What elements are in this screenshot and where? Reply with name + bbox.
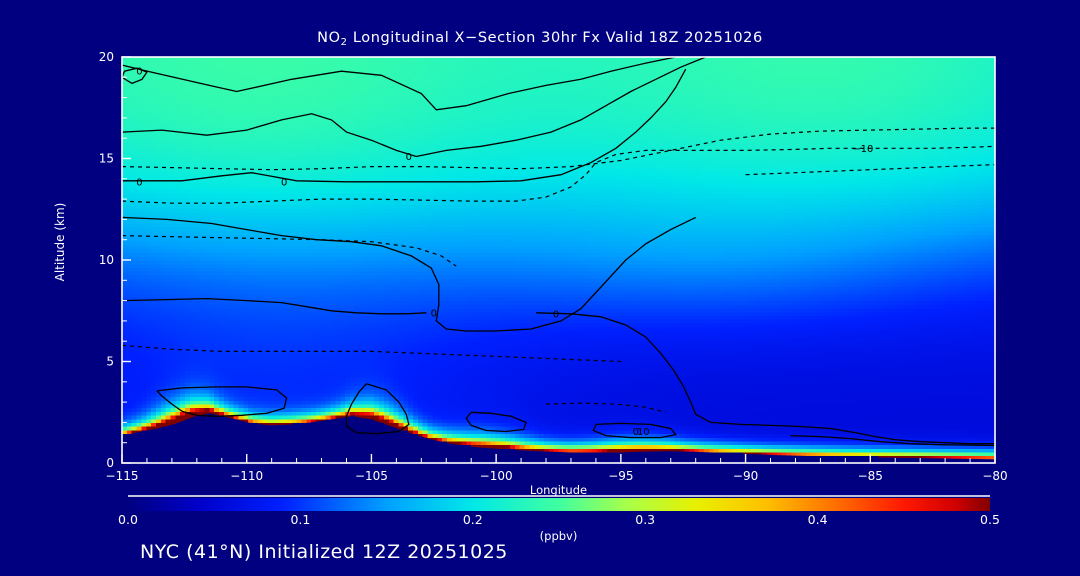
colorbar: 0.0 0.1 0.2 0.3 0.4 0.5 xyxy=(118,495,1000,527)
y-tick-label: 10 xyxy=(99,253,114,267)
contour-label: 0 xyxy=(281,177,287,188)
contour-label: 0 xyxy=(406,152,412,163)
y-tick-label: 20 xyxy=(99,50,114,64)
y-tick-label: 5 xyxy=(106,355,114,369)
colorbar-units-label: (ppbv) xyxy=(539,529,578,543)
colorbar-tick-label: 0.2 xyxy=(463,512,483,527)
colorbar-tick-label: 0.0 xyxy=(118,512,138,527)
contour-label: −10 xyxy=(852,144,873,155)
chart-title-prefix: NO xyxy=(317,30,341,46)
x-tick-label: −115 xyxy=(106,469,139,483)
x-tick-label: −100 xyxy=(480,469,513,483)
x-axis-label: Longitude xyxy=(529,483,588,497)
chart-title-rest: Longitudinal X−Section 30hr Fx Valid 18Z… xyxy=(347,30,763,46)
x-tick-label: −110 xyxy=(230,469,263,483)
colorbar-tick-label: 0.4 xyxy=(808,512,828,527)
colorbar-tick-label: 0.1 xyxy=(290,512,310,527)
chart-title-subscript: 2 xyxy=(340,37,348,48)
x-tick-label: −85 xyxy=(858,469,883,483)
contour-label: 0 xyxy=(431,308,437,319)
contour-label: 0 xyxy=(633,427,639,438)
colorbar-tick-label: 0.3 xyxy=(635,512,655,527)
x-tick-label: −90 xyxy=(733,469,758,483)
y-tick-label: 15 xyxy=(99,152,114,166)
contour-label: 0 xyxy=(553,309,559,320)
contour-label: 10 xyxy=(637,427,650,438)
chart-footer: NYC (41°N) Initialized 12Z 20251025 xyxy=(140,541,508,563)
x-tick-label: −80 xyxy=(982,469,1007,483)
x-tick-label: −95 xyxy=(608,469,633,483)
colorbar-tick-label: 0.5 xyxy=(980,512,1000,527)
y-tick-label: 0 xyxy=(106,456,114,470)
contour-label: 0 xyxy=(136,67,142,78)
x-tick-label: −105 xyxy=(355,469,388,483)
chart-title: NO2 Longitudinal X−Section 30hr Fx Valid… xyxy=(0,30,1080,48)
contour-label: 0 xyxy=(136,177,142,188)
